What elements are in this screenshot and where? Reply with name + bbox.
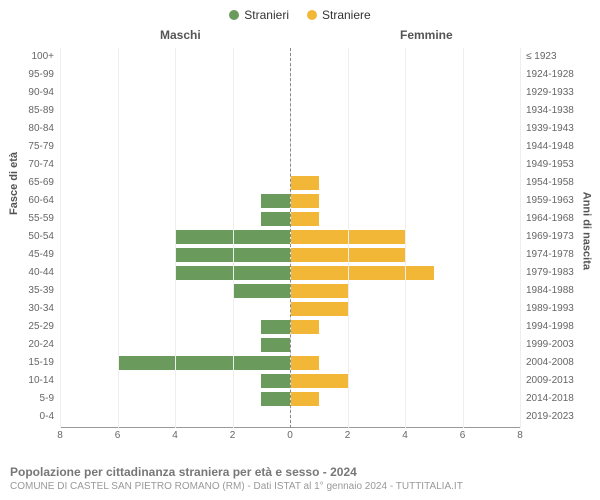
bar-male — [233, 284, 291, 298]
legend-swatch-male — [229, 10, 239, 20]
legend-female: Straniere — [307, 8, 371, 22]
year-label: 2004-2008 — [520, 357, 574, 368]
age-label: 60-64 — [28, 195, 60, 206]
year-label: 1929-1933 — [520, 87, 574, 98]
age-label: 85-89 — [28, 105, 60, 116]
age-label: 30-34 — [28, 303, 60, 314]
year-label: 1979-1983 — [520, 267, 574, 278]
year-label: 1994-1998 — [520, 321, 574, 332]
year-label: 1969-1973 — [520, 231, 574, 242]
x-tick: 6 — [115, 430, 121, 441]
year-label: 1999-2003 — [520, 339, 574, 350]
year-label: 1974-1978 — [520, 249, 574, 260]
bar-female — [290, 284, 348, 298]
x-tick: 4 — [402, 430, 408, 441]
x-tick: 8 — [57, 430, 63, 441]
subtitle-female: Femmine — [400, 28, 453, 42]
subtitle-male: Maschi — [160, 28, 201, 42]
x-tick: 0 — [287, 430, 293, 441]
gridline — [348, 48, 349, 428]
age-label: 80-84 — [28, 123, 60, 134]
age-label: 15-19 — [28, 357, 60, 368]
age-label: 95-99 — [28, 69, 60, 80]
year-label: 1944-1948 — [520, 141, 574, 152]
gridline — [520, 48, 521, 428]
footer-subtitle: COMUNE DI CASTEL SAN PIETRO ROMANO (RM) … — [10, 481, 590, 492]
age-label: 70-74 — [28, 159, 60, 170]
gridline — [118, 48, 119, 428]
year-label: 1984-1988 — [520, 285, 574, 296]
gridline — [405, 48, 406, 428]
gridline — [463, 48, 464, 428]
year-label: 2019-2023 — [520, 411, 574, 422]
age-label: 100+ — [31, 51, 60, 62]
year-label: 1964-1968 — [520, 213, 574, 224]
age-label: 0-4 — [40, 411, 60, 422]
age-label: 10-14 — [28, 375, 60, 386]
legend: Stranieri Straniere — [0, 0, 600, 22]
x-axis-ticks: 8 6 4 2 0 2 4 6 8 — [60, 430, 520, 444]
x-tick: 6 — [460, 430, 466, 441]
footer: Popolazione per cittadinanza straniera p… — [10, 465, 590, 492]
bar-female — [290, 320, 319, 334]
bar-male — [261, 194, 290, 208]
age-label: 90-94 — [28, 87, 60, 98]
footer-title: Popolazione per cittadinanza straniera p… — [10, 465, 590, 479]
bar-male — [261, 374, 290, 388]
x-tick: 8 — [517, 430, 523, 441]
year-label: 1939-1943 — [520, 123, 574, 134]
year-label: 1959-1963 — [520, 195, 574, 206]
y-axis-label-left: Fasce di età — [8, 152, 20, 215]
age-label: 50-54 — [28, 231, 60, 242]
plot-area: 100+≤ 192395-991924-192890-941929-193385… — [60, 48, 520, 428]
year-label: 1954-1958 — [520, 177, 574, 188]
age-label: 75-79 — [28, 141, 60, 152]
bar-female — [290, 374, 348, 388]
age-label: 25-29 — [28, 321, 60, 332]
bar-female — [290, 212, 319, 226]
bar-male — [261, 320, 290, 334]
bar-female — [290, 176, 319, 190]
x-tick: 4 — [172, 430, 178, 441]
bar-female — [290, 392, 319, 406]
y-axis-label-right: Anni di nascita — [580, 192, 592, 270]
bar-male — [261, 392, 290, 406]
bar-male — [261, 212, 290, 226]
age-label: 5-9 — [40, 393, 60, 404]
center-line — [290, 48, 291, 428]
year-label: 2009-2013 — [520, 375, 574, 386]
age-label: 40-44 — [28, 267, 60, 278]
bar-female — [290, 194, 319, 208]
year-label: 1934-1938 — [520, 105, 574, 116]
year-label: 1949-1953 — [520, 159, 574, 170]
bar-female — [290, 266, 434, 280]
age-label: 35-39 — [28, 285, 60, 296]
legend-label-female: Straniere — [322, 8, 371, 22]
bar-male — [118, 356, 291, 370]
bar-female — [290, 356, 319, 370]
bar-female — [290, 302, 348, 316]
year-label: 2014-2018 — [520, 393, 574, 404]
x-tick: 2 — [345, 430, 351, 441]
year-label: 1989-1993 — [520, 303, 574, 314]
chart-container: Stranieri Straniere Maschi Femmine Fasce… — [0, 0, 600, 500]
gridline — [60, 48, 61, 428]
legend-swatch-female — [307, 10, 317, 20]
x-tick: 2 — [230, 430, 236, 441]
bar-male — [261, 338, 290, 352]
age-label: 20-24 — [28, 339, 60, 350]
age-label: 45-49 — [28, 249, 60, 260]
age-label: 55-59 — [28, 213, 60, 224]
gridline — [175, 48, 176, 428]
legend-label-male: Stranieri — [244, 8, 289, 22]
legend-male: Stranieri — [229, 8, 289, 22]
gridline — [233, 48, 234, 428]
year-label: ≤ 1923 — [520, 51, 557, 62]
age-label: 65-69 — [28, 177, 60, 188]
year-label: 1924-1928 — [520, 69, 574, 80]
